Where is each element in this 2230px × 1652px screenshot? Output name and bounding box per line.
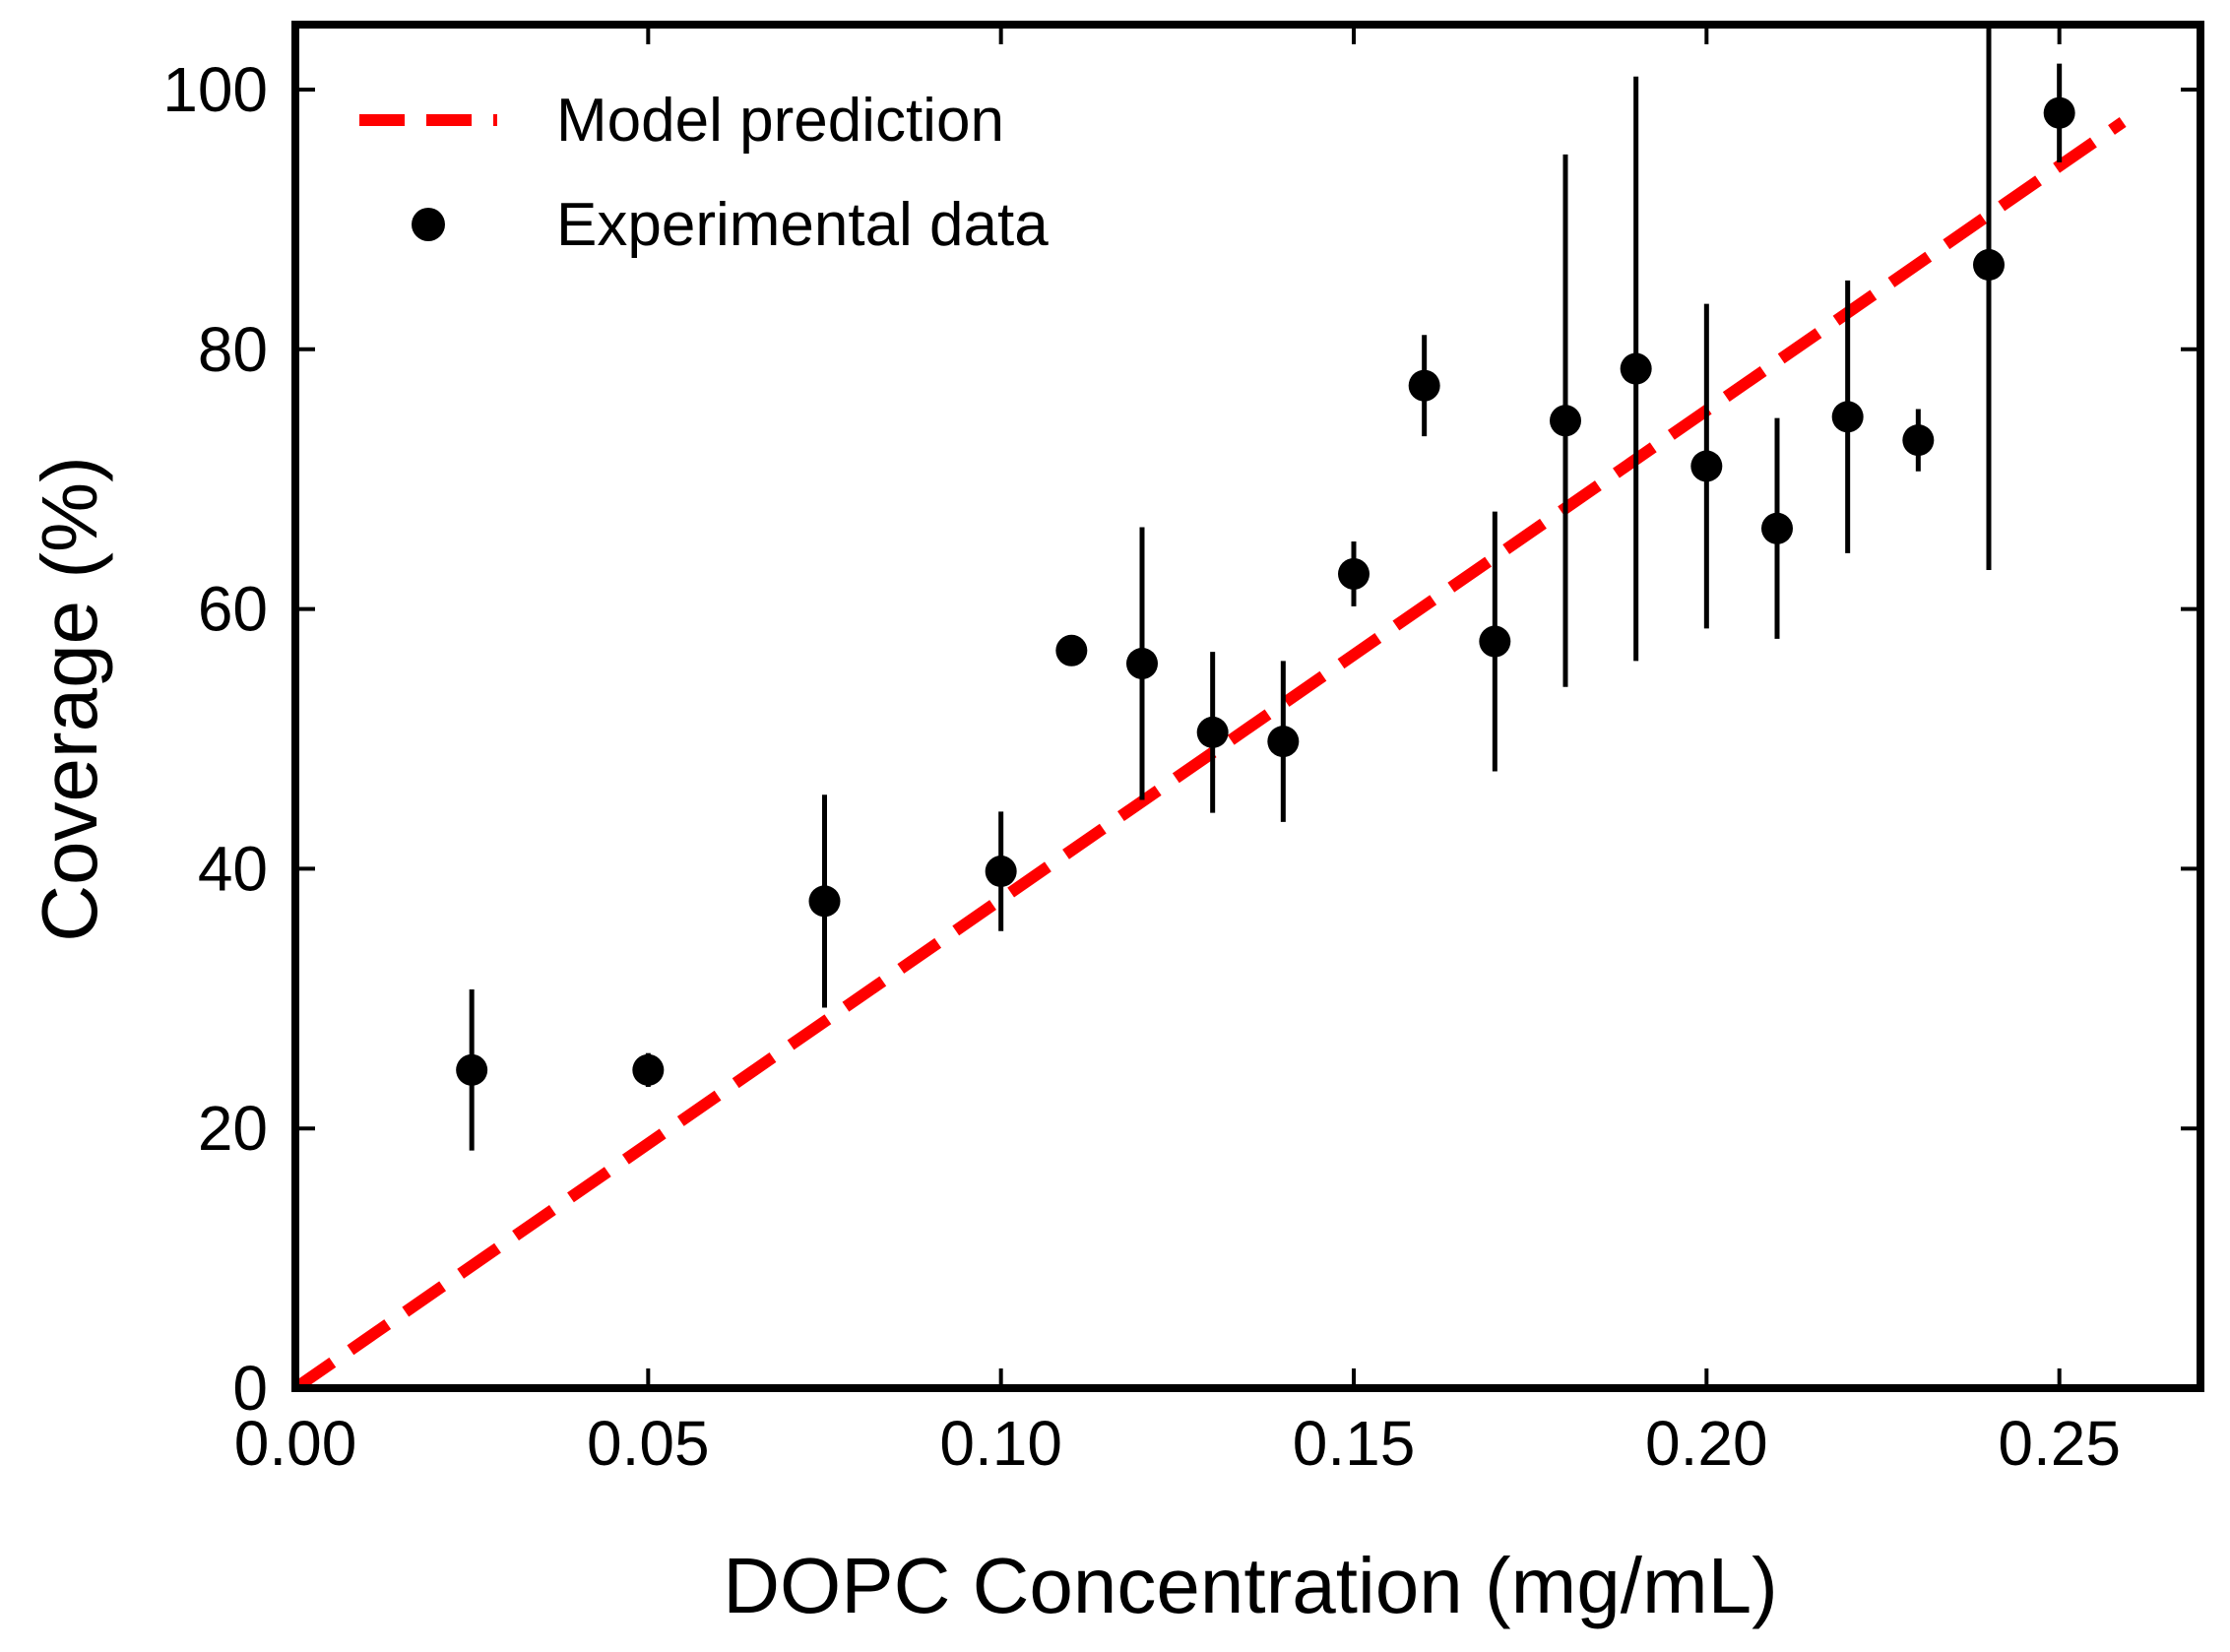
data-point: [1620, 352, 1652, 385]
x-tick-label: 0.05: [587, 1408, 710, 1479]
y-tick-label: 100: [162, 54, 268, 125]
y-axis-title: Coverage (%): [26, 456, 113, 942]
data-point: [1126, 647, 1158, 679]
data-point: [1761, 512, 1793, 544]
data-point: [1267, 726, 1300, 758]
y-tick-label: 0: [232, 1353, 268, 1424]
x-axis-title: DOPC Concentration (mg/mL): [723, 1542, 1777, 1629]
data-point: [1831, 401, 1864, 433]
data-point: [1550, 405, 1581, 437]
data-point: [632, 1053, 665, 1086]
x-tick-label: 0.25: [1998, 1408, 2121, 1479]
y-tick-label: 20: [198, 1093, 268, 1164]
data-point: [1973, 249, 2005, 282]
legend: Model prediction Experimental data: [359, 87, 1049, 259]
data-point: [1690, 450, 1723, 482]
data-point: [1338, 557, 1370, 590]
x-tick-label: 0.00: [234, 1408, 357, 1479]
plot-area: [295, 25, 2127, 1388]
x-tick-label: 0.20: [1645, 1408, 1768, 1479]
data-point: [1055, 634, 1088, 667]
data-point: [1902, 424, 1935, 457]
data-point: [1479, 625, 1511, 658]
legend-marker-experimental-data: [412, 208, 445, 241]
y-tick-label: 80: [198, 314, 268, 385]
legend-label-model-prediction: Model prediction: [556, 87, 1004, 155]
model-prediction-line: [295, 116, 2127, 1388]
data-point: [1196, 716, 1229, 748]
data-point: [985, 856, 1017, 888]
data-point: [2043, 96, 2075, 129]
data-point: [1408, 369, 1440, 402]
x-tick-label: 0.10: [939, 1408, 1062, 1479]
x-tick-label: 0.15: [1293, 1408, 1416, 1479]
y-tick-label: 40: [198, 833, 268, 904]
axes: 0.00 0.05 0.10 0.15 0.20 0.25 0 20 40 60 80 100: [162, 21, 2204, 1479]
legend-label-experimental-data: Experimental data: [556, 191, 1049, 259]
data-point: [808, 885, 841, 918]
y-tick-label: 60: [198, 574, 268, 645]
plot-frame: [291, 21, 2204, 1392]
data-point: [456, 1053, 488, 1086]
